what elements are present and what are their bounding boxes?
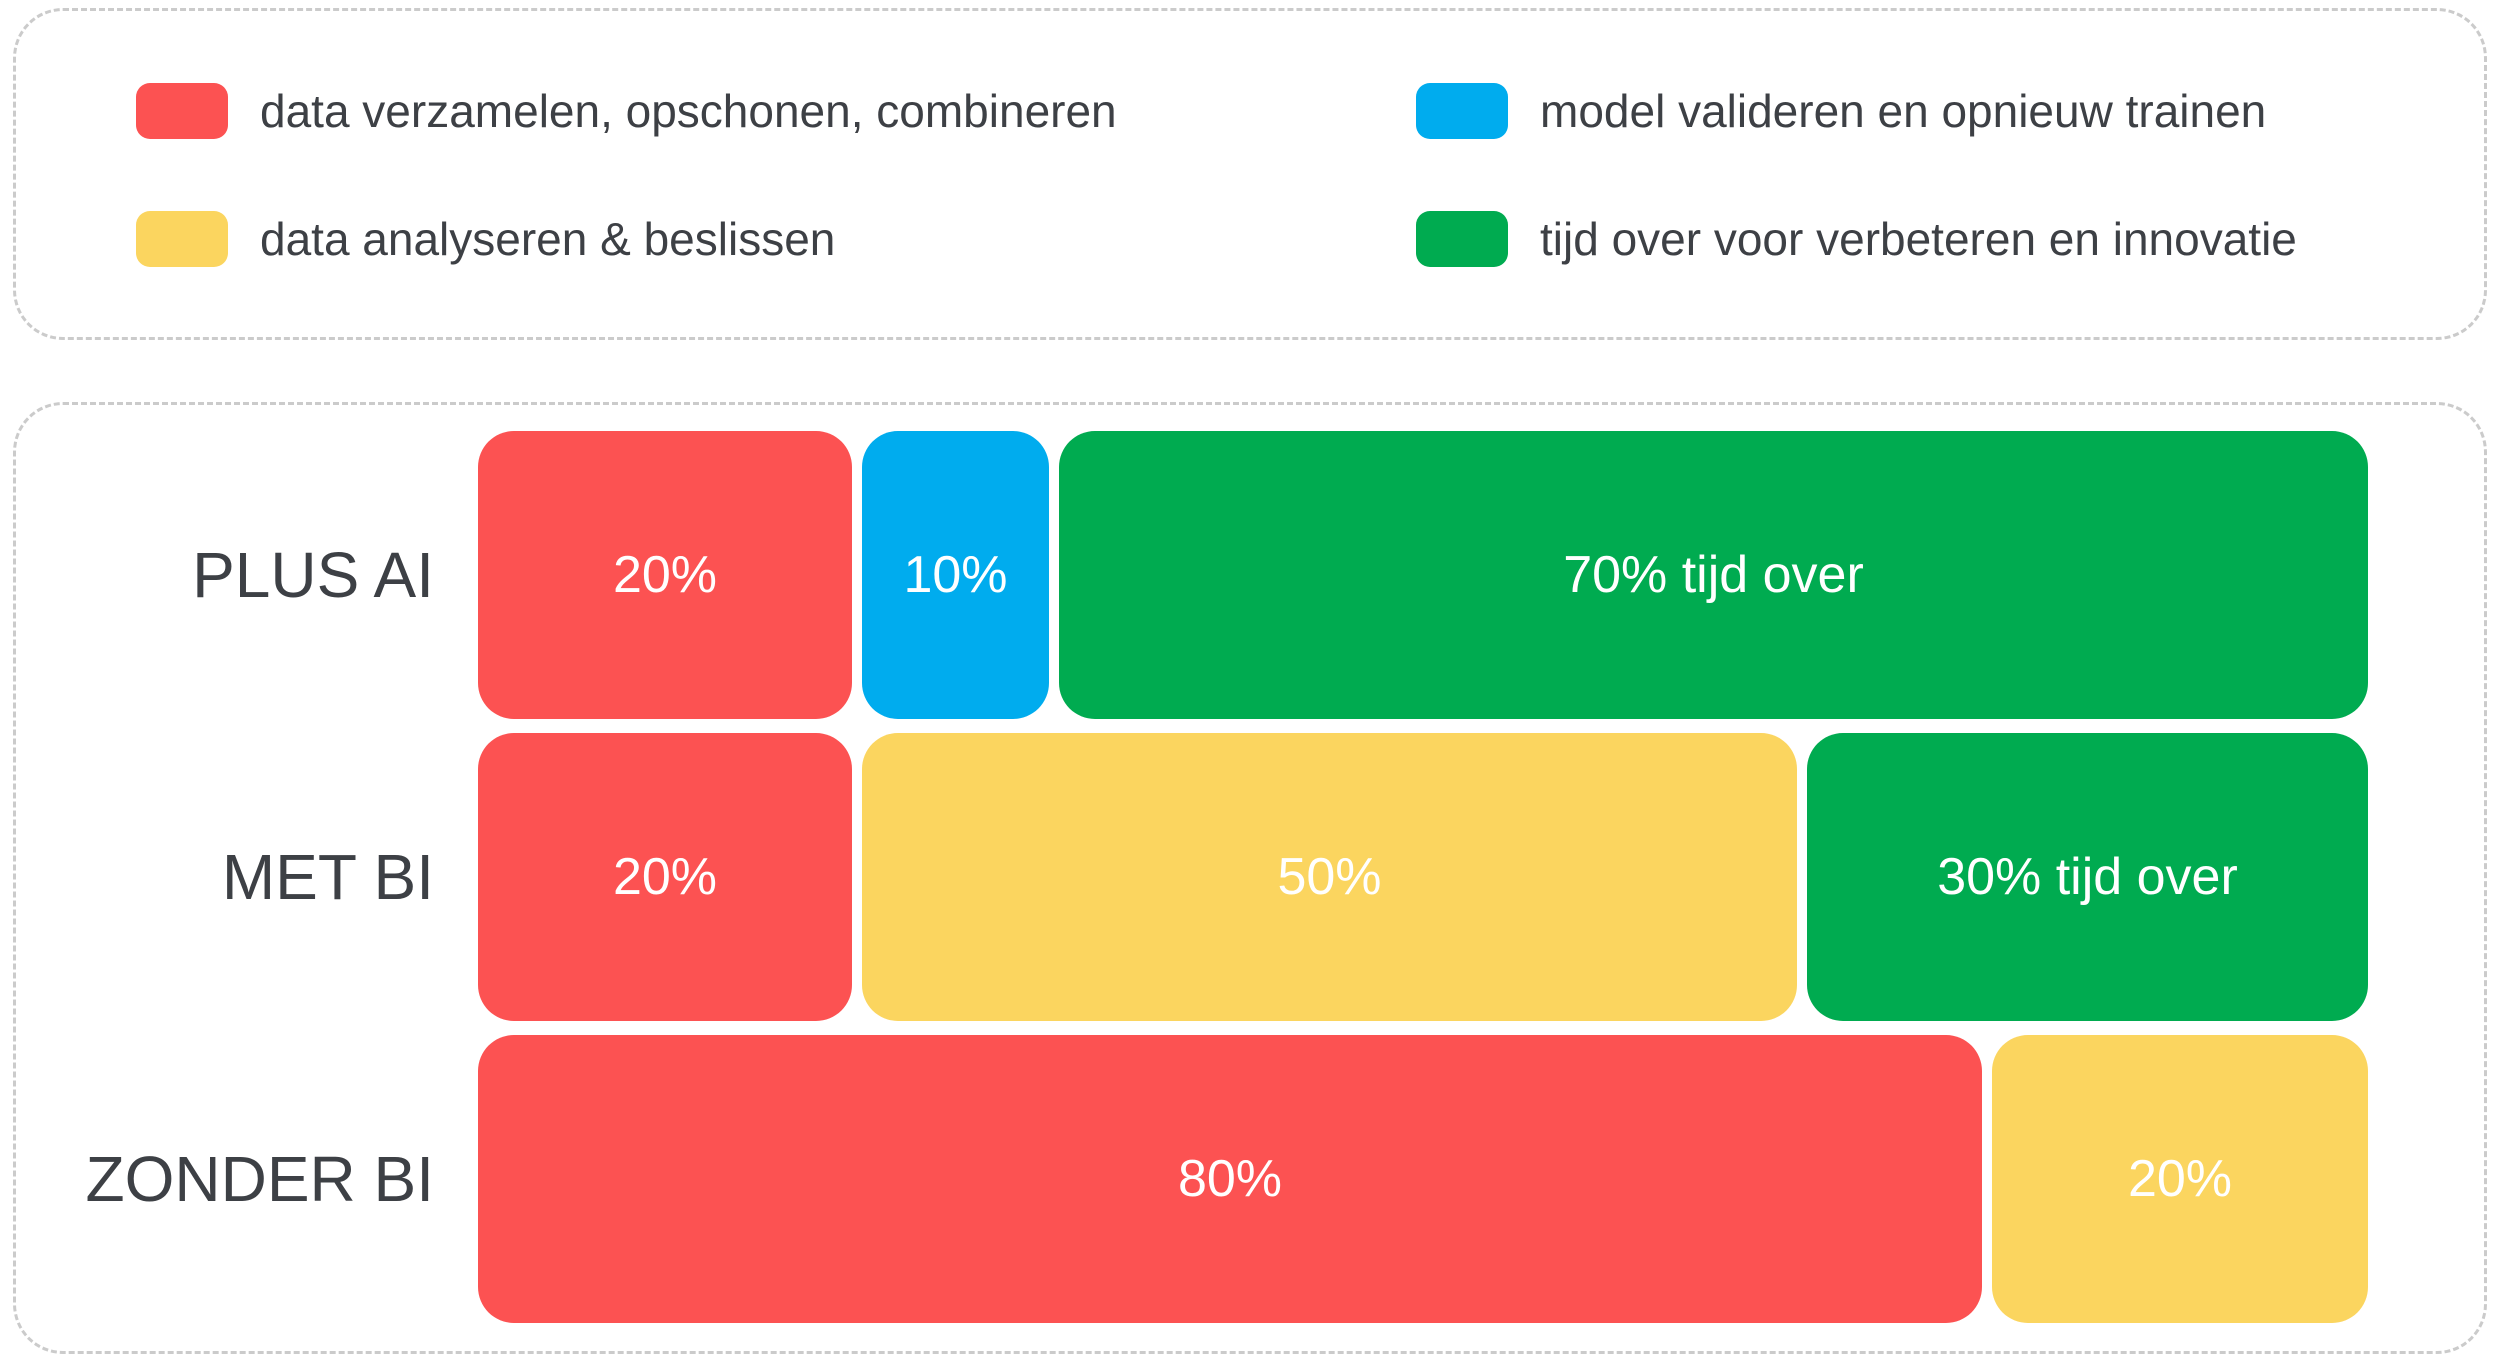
bar-segment-label: 20% [2127,1150,2233,1208]
bar-segment-label: 30% tijd over [1937,848,2238,906]
category-label: MET BI [221,841,434,913]
legend-grid: data verzamelen, opschonen, combineren m… [16,11,2484,303]
legend-label-yellow: data analyseren & beslissen [260,213,836,265]
bar-row-zonder-bi: ZONDER BI 80% 20% [16,1035,2368,1323]
bar-segment-label: 80% [1177,1150,1283,1208]
bar-segment-red: 20% [478,431,852,719]
bar-segment-red: 80% [478,1035,1982,1323]
legend-item-green: tijd over voor verbeteren en innovatie [1416,211,2484,267]
bar-track: 80% 20% [478,1035,2368,1323]
bar-row-met-bi: MET BI 20% 50% 30% tijd over [16,733,2368,1021]
bar-segment-red: 20% [478,733,852,1021]
bar-segment-label: 10% [903,546,1008,604]
bar-segment-green: 30% tijd over [1807,733,2368,1021]
bar-segment-yellow: 50% [862,733,1797,1021]
bar-row-plus-ai: PLUS AI 20% 10% 70% tijd over [16,431,2368,719]
category-label: PLUS AI [192,539,434,611]
legend-label-green: tijd over voor verbeteren en innovatie [1540,213,2297,265]
legend-panel: data verzamelen, opschonen, combineren m… [13,8,2487,340]
legend-item-red: data verzamelen, opschonen, combineren [136,83,1416,139]
bar-segment-label: 20% [612,546,718,604]
legend-swatch-red [136,83,228,139]
legend-item-yellow: data analyseren & beslissen [136,211,1416,267]
chart-panel: PLUS AI 20% 10% 70% tijd over MET BI 20% [13,402,2487,1354]
bar-track: 20% 10% 70% tijd over [478,431,2368,719]
bar-segment-blue: 10% [862,431,1049,719]
bar-segment-green: 70% tijd over [1059,431,2368,719]
bar-segment-yellow: 20% [1992,1035,2368,1323]
bar-segment-label: 70% tijd over [1563,546,1864,604]
category-label: ZONDER BI [85,1143,434,1215]
legend-swatch-yellow [136,211,228,267]
legend-label-red: data verzamelen, opschonen, combineren [260,85,1117,137]
legend-label-blue: model valideren en opnieuw trainen [1540,85,2267,137]
legend-swatch-green [1416,211,1508,267]
bar-segment-label: 20% [612,848,718,906]
legend-item-blue: model valideren en opnieuw trainen [1416,83,2484,139]
legend-swatch-blue [1416,83,1508,139]
bar-track: 20% 50% 30% tijd over [478,733,2368,1021]
bar-segment-label: 50% [1277,848,1382,906]
